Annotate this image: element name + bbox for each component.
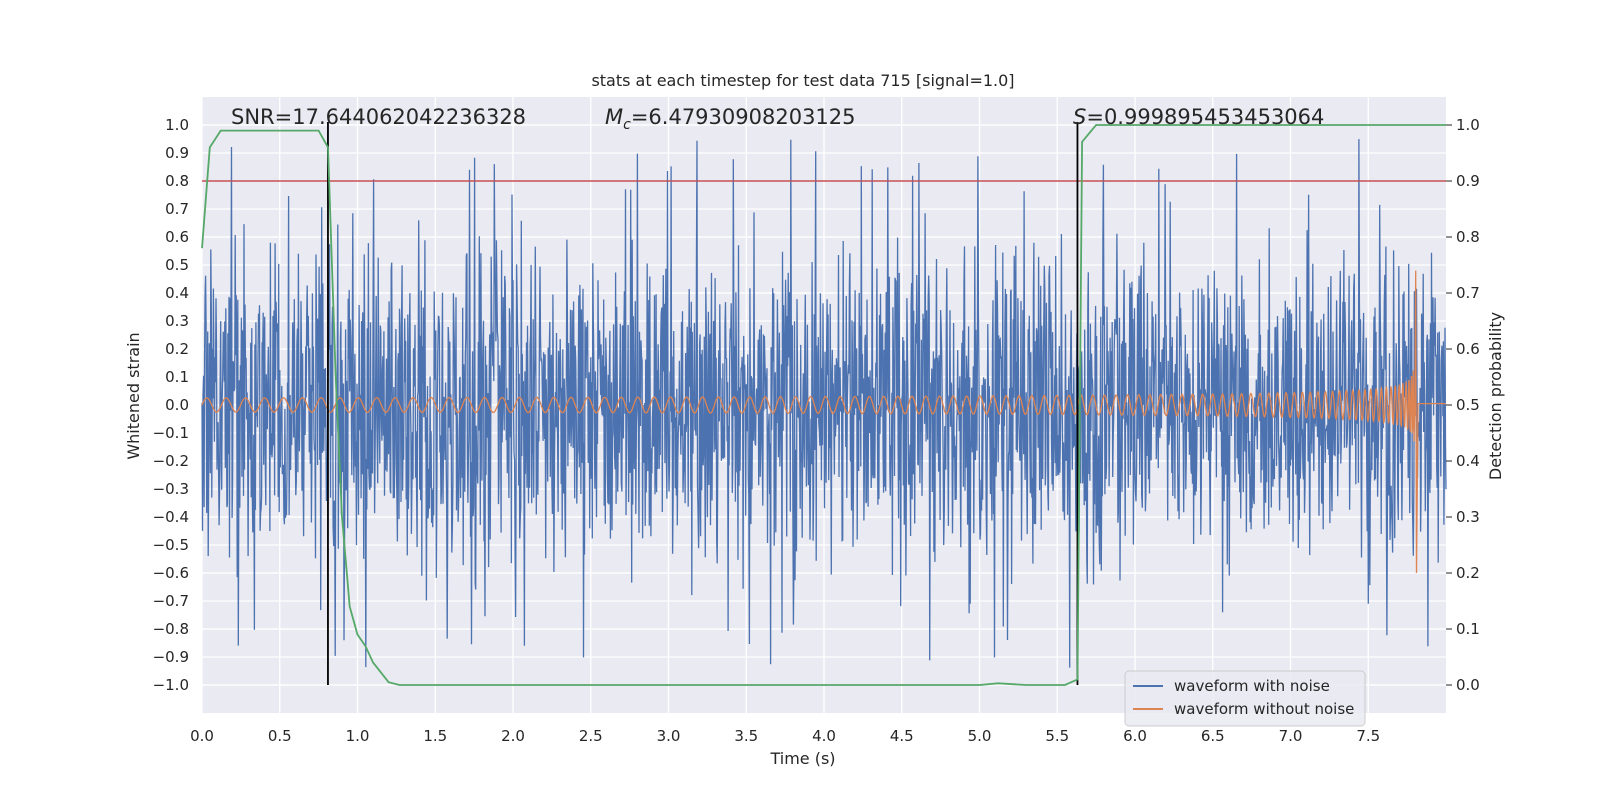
x-tick-label: 4.5	[890, 727, 914, 745]
chart-title: stats at each timestep for test data 715…	[591, 71, 1014, 90]
y-left-tick-label: 0.2	[165, 340, 189, 358]
y-left-tick-label: −0.7	[153, 592, 189, 610]
y-right-tick-label: 0.5	[1456, 396, 1480, 414]
y-right-tick-label: 0.1	[1456, 620, 1480, 638]
y-right-tick-label: 0.4	[1456, 452, 1480, 470]
s-value: =0.999895453453064	[1086, 105, 1324, 129]
x-axis-label: Time (s)	[769, 749, 835, 768]
y-left-tick-label: −0.8	[153, 620, 189, 638]
y-left-tick-label: 0.7	[165, 200, 189, 218]
mc-symbol: M	[605, 105, 623, 129]
mc-value: =6.47930908203125	[631, 105, 856, 129]
y-right-tick-label: 0.9	[1456, 172, 1480, 190]
x-tick-label: 2.5	[579, 727, 603, 745]
y-left-tick-label: 0.5	[165, 256, 189, 274]
legend-label-noise: waveform with noise	[1174, 677, 1330, 695]
y-left-tick-label: −0.2	[153, 452, 189, 470]
x-tick-label: 1.0	[346, 727, 370, 745]
y-left-tick-label: −0.5	[153, 536, 189, 554]
x-tick-label: 3.5	[734, 727, 758, 745]
x-tick-label: 4.0	[812, 727, 836, 745]
annotations: SNR=17.644062042236328 Mc=6.479309082031…	[231, 105, 1324, 133]
x-tick-label: 6.0	[1123, 727, 1147, 745]
y-left-tick-label: 0.4	[165, 284, 189, 302]
legend-box	[1124, 670, 1366, 727]
y-right-tick-label: 0.2	[1456, 564, 1480, 582]
x-tick-label: 0.5	[268, 727, 292, 745]
mc-subscript: c	[623, 117, 631, 133]
y-left-tick-label: 1.0	[165, 116, 189, 134]
s-annotation: S=0.999895453453064	[1073, 105, 1324, 129]
s-symbol: S	[1073, 105, 1086, 129]
y-left-tick-label: −1.0	[153, 676, 189, 694]
y-left-tick-label: 0.6	[165, 228, 189, 246]
y-left-tick-label: 0.1	[165, 368, 189, 386]
x-tick-label: 0.0	[190, 727, 214, 745]
y-right-tick-label: 0.7	[1456, 284, 1480, 302]
x-tick-label: 5.5	[1045, 727, 1069, 745]
y-left-tick-label: 0.8	[165, 172, 189, 190]
x-tick-label: 6.5	[1201, 727, 1225, 745]
y-right-tick-label: 0.6	[1456, 340, 1480, 358]
x-tick-label: 3.0	[657, 727, 681, 745]
x-tick-label: 1.5	[423, 727, 447, 745]
plot-area	[201, 97, 1447, 713]
snr-annotation: SNR=17.644062042236328	[231, 105, 526, 129]
y-axis-right-label: Detection probability	[1486, 312, 1505, 480]
series-waveform-without-noise	[201, 270, 1446, 574]
x-tick-label: 7.0	[1279, 727, 1303, 745]
y-left-tick-label: 0.0	[165, 396, 189, 414]
y-right-tick-label: 0.8	[1456, 228, 1480, 246]
legend-label-clean: waveform without noise	[1174, 700, 1354, 718]
y-right-tick-label: 0.3	[1456, 508, 1480, 526]
y-left-tick-label: −0.3	[153, 480, 189, 498]
y-axis-left-label: Whitened strain	[124, 332, 143, 459]
y-left-tick-label: 0.9	[165, 144, 189, 162]
chirp-mass-annotation: Mc=6.47930908203125	[605, 105, 856, 133]
y-left-tick-label: 0.3	[165, 312, 189, 330]
y-left-tick-label: −0.9	[153, 648, 189, 666]
x-tick-label: 7.5	[1356, 727, 1380, 745]
y-left-tick-label: −0.4	[153, 508, 189, 526]
x-tick-label: 5.0	[968, 727, 992, 745]
y-left-tick-label: −0.1	[153, 424, 189, 442]
y-left-tick-label: −0.6	[153, 564, 189, 582]
x-tick-label: 2.0	[501, 727, 525, 745]
series-detection-probability	[201, 124, 1446, 686]
y-right-tick-label: 0.0	[1456, 676, 1480, 694]
legend: waveform with noise waveform without noi…	[1124, 670, 1366, 727]
y-right-tick-label: 1.0	[1456, 116, 1480, 134]
